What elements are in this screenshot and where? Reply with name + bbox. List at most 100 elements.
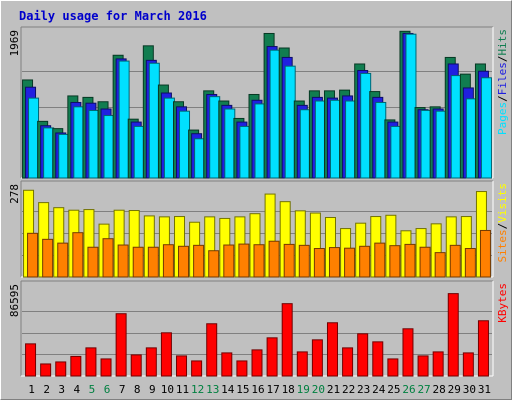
day-label-10: 10 <box>161 383 174 396</box>
day-label-15: 15 <box>236 383 249 396</box>
bar-sites-day-11 <box>178 245 190 278</box>
day-label-28: 28 <box>433 383 446 396</box>
bar-kbytes-day-28 <box>432 351 444 377</box>
bar-pages-day-29 <box>450 75 462 179</box>
bar-pages-day-21 <box>329 99 341 179</box>
right-legend-1: Sites/Visits <box>496 183 509 263</box>
bar-kbytes-day-21 <box>326 322 338 377</box>
bar-sites-day-25 <box>389 245 401 278</box>
bar-kbytes-day-1 <box>25 343 37 377</box>
bar-kbytes-day-16 <box>251 349 263 377</box>
bar-sites-day-22 <box>344 247 356 278</box>
bar-pages-day-5 <box>88 109 100 179</box>
y-max-label: 86595 <box>8 284 21 317</box>
bar-pages-day-1 <box>28 97 40 179</box>
bar-pages-day-3 <box>58 133 70 179</box>
y-max-label: 278 <box>8 184 21 204</box>
day-label-20: 20 <box>312 383 325 396</box>
day-label-5: 5 <box>89 383 96 396</box>
bar-sites-day-6 <box>102 238 114 278</box>
day-label-31: 31 <box>478 383 491 396</box>
bar-pages-day-7 <box>118 60 130 179</box>
bar-pages-day-4 <box>73 106 85 179</box>
bar-kbytes-day-9 <box>145 347 157 377</box>
legend-slash: / <box>496 95 509 102</box>
bar-sites-day-27 <box>419 246 431 278</box>
legend-visits: Visits <box>496 183 509 223</box>
bar-pages-day-24 <box>375 101 387 179</box>
bar-sites-day-9 <box>147 246 159 278</box>
legend-kbytes: KBytes <box>496 283 509 323</box>
y-max-label: 1969 <box>8 30 21 57</box>
bar-sites-day-8 <box>132 246 144 278</box>
bar-sites-day-31 <box>479 229 491 278</box>
bar-kbytes-day-2 <box>40 363 52 377</box>
bar-sites-day-10 <box>162 244 174 278</box>
bar-pages-day-15 <box>239 125 251 179</box>
right-legend-2: KBytes <box>496 283 509 323</box>
bar-kbytes-day-27 <box>417 355 429 377</box>
day-label-11: 11 <box>176 383 189 396</box>
bar-pages-day-6 <box>103 115 115 179</box>
day-label-25: 25 <box>387 383 400 396</box>
bar-kbytes-day-14 <box>221 352 233 377</box>
legend-files: Files <box>496 62 509 95</box>
day-label-19: 19 <box>297 383 310 396</box>
bar-pages-day-18 <box>284 65 296 179</box>
day-label-22: 22 <box>342 383 355 396</box>
day-label-29: 29 <box>448 383 461 396</box>
bar-sites-day-19 <box>298 244 310 278</box>
bar-pages-day-11 <box>179 110 191 179</box>
bar-kbytes-day-5 <box>85 347 97 377</box>
day-label-9: 9 <box>149 383 156 396</box>
bar-pages-day-17 <box>269 49 281 179</box>
bar-pages-day-28 <box>435 110 447 179</box>
bar-kbytes-day-23 <box>357 333 369 377</box>
bar-kbytes-day-15 <box>236 360 248 377</box>
bar-sites-day-28 <box>434 252 446 278</box>
bar-sites-day-20 <box>313 248 325 278</box>
bar-pages-day-8 <box>133 125 145 179</box>
bar-pages-day-12 <box>194 138 206 179</box>
day-label-12: 12 <box>191 383 204 396</box>
day-label-13: 13 <box>206 383 219 396</box>
bar-sites-day-26 <box>404 243 416 278</box>
day-label-30: 30 <box>463 383 476 396</box>
bar-pages-day-30 <box>465 98 477 179</box>
bar-kbytes-day-19 <box>296 351 308 377</box>
day-label-8: 8 <box>134 383 141 396</box>
day-label-26: 26 <box>402 383 415 396</box>
bar-kbytes-day-31 <box>477 320 489 377</box>
bar-sites-day-16 <box>253 244 265 278</box>
day-label-23: 23 <box>357 383 370 396</box>
bar-sites-day-1 <box>27 232 39 278</box>
bar-pages-day-23 <box>360 72 372 179</box>
bar-sites-day-3 <box>57 242 69 278</box>
day-label-3: 3 <box>58 383 65 396</box>
bar-pages-day-2 <box>43 127 55 179</box>
bar-sites-day-15 <box>238 243 250 278</box>
bar-pages-day-27 <box>420 109 432 179</box>
bar-kbytes-day-8 <box>130 354 142 377</box>
day-label-6: 6 <box>104 383 111 396</box>
day-label-24: 24 <box>372 383 386 396</box>
legend-slash: / <box>496 223 509 230</box>
bar-kbytes-day-12 <box>191 360 203 377</box>
bar-kbytes-day-26 <box>402 328 414 377</box>
legend-pages: Pages <box>496 102 509 135</box>
bar-kbytes-day-6 <box>100 358 112 377</box>
bar-pages-day-13 <box>209 96 221 179</box>
bar-pages-day-25 <box>390 125 402 179</box>
bar-pages-day-22 <box>345 100 357 179</box>
day-label-21: 21 <box>327 383 340 396</box>
bar-kbytes-day-24 <box>372 341 384 377</box>
bar-sites-day-12 <box>193 244 205 278</box>
bar-kbytes-day-20 <box>311 339 323 377</box>
bar-kbytes-day-29 <box>447 293 459 377</box>
legend-hits: Hits <box>496 29 509 56</box>
day-label-1: 1 <box>28 383 35 396</box>
bar-kbytes-day-17 <box>266 337 278 377</box>
bar-sites-day-17 <box>268 240 280 278</box>
legend-slash: / <box>496 56 509 63</box>
